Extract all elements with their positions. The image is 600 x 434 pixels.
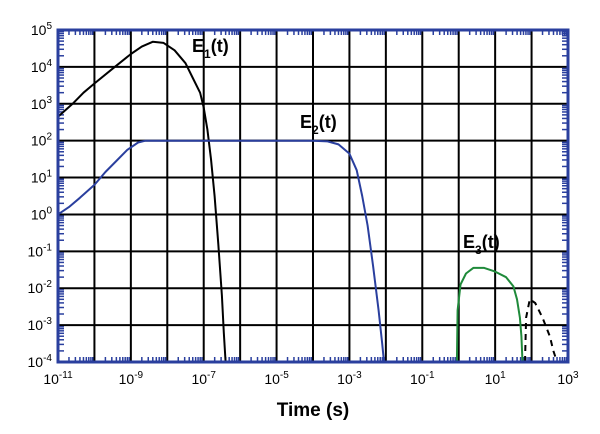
tick-exponent: 4	[46, 58, 52, 69]
tick-base: 10	[28, 280, 44, 296]
y-tick-label: 10-3	[28, 316, 53, 333]
tick-exponent: -9	[134, 370, 143, 381]
label-subscript: 1	[204, 47, 211, 61]
tick-base: 10	[557, 371, 573, 387]
series-line-4	[524, 298, 559, 363]
tick-base: 10	[28, 354, 44, 370]
tick-exponent: -1	[426, 370, 435, 381]
tick-base: 10	[43, 371, 59, 387]
series-line-2	[57, 139, 385, 363]
tick-base: 10	[28, 243, 44, 259]
label-subscript: 3	[475, 243, 482, 257]
label-subscript: 2	[312, 123, 319, 137]
tick-exponent: 2	[46, 132, 52, 143]
tick-base: 10	[31, 206, 47, 222]
tick-base: 10	[31, 96, 47, 112]
x-tick-label: 10-1	[410, 370, 435, 387]
y-tick-label: 103	[31, 95, 53, 112]
tick-exponent: -11	[59, 370, 73, 381]
tick-exponent: -3	[353, 370, 362, 381]
tick-base: 10	[485, 371, 501, 387]
tick-base: 10	[410, 371, 426, 387]
tick-exponent: 0	[46, 205, 52, 216]
tick-exponent: 1	[500, 370, 506, 381]
series-line-3	[455, 266, 524, 363]
tick-base: 10	[31, 133, 47, 149]
x-tick-label: 10-9	[119, 370, 144, 387]
tick-exponent: -5	[280, 370, 289, 381]
x-tick-label: 101	[485, 370, 507, 387]
tick-exponent: 5	[46, 21, 52, 32]
tick-base: 10	[191, 371, 207, 387]
series-annotations: E1(t)E2(t)E3(t)	[192, 36, 500, 257]
x-axis-label: Time (s)	[277, 400, 350, 421]
y-tick-label: 10-2	[28, 279, 53, 296]
tick-exponent: -1	[43, 242, 52, 253]
y-tick-label: 100	[31, 205, 53, 222]
label-tail: (t)	[211, 36, 229, 56]
x-tick-label: 103	[557, 370, 579, 387]
tick-exponent: -3	[43, 316, 52, 327]
y-tick-label: 10-1	[28, 242, 53, 259]
tick-exponent: 3	[573, 370, 579, 381]
y-tick-label: 104	[31, 58, 53, 75]
y-tick-label: 105	[31, 21, 53, 38]
y-tick-label: 102	[31, 132, 53, 149]
tick-exponent: -2	[43, 279, 52, 290]
label-main: E	[300, 112, 312, 132]
tick-exponent: -7	[207, 370, 216, 381]
series-label-3: E3(t)	[463, 232, 500, 257]
series-label-1: E1(t)	[192, 36, 229, 61]
tick-base: 10	[337, 371, 353, 387]
y-tick-label: 101	[31, 169, 53, 186]
label-tail: (t)	[319, 112, 337, 132]
plot-frame	[56, 28, 570, 364]
x-tick-label: 10-7	[191, 370, 216, 387]
label-tail: (t)	[482, 232, 500, 252]
x-tick-labels: 10-11 10-9 10-7 10-5 10-3 10-1 101 103	[43, 370, 579, 387]
x-tick-label: 10-5	[264, 370, 289, 387]
series-label-2: E2(t)	[300, 112, 337, 137]
tick-base: 10	[119, 371, 135, 387]
tick-exponent: 1	[46, 169, 52, 180]
x-tick-label: 10-11	[43, 370, 73, 387]
tick-exponent: 3	[46, 95, 52, 106]
label-main: E	[463, 232, 475, 252]
tick-base: 10	[31, 22, 47, 38]
y-tick-label: 10-4	[28, 353, 53, 370]
grid	[58, 30, 568, 362]
tick-exponent: -4	[43, 353, 52, 364]
tick-base: 10	[264, 371, 280, 387]
series-lines	[57, 40, 559, 363]
series-line-1	[57, 40, 227, 363]
tick-base: 10	[31, 59, 47, 75]
tick-base: 10	[28, 317, 44, 333]
label-main: E	[192, 36, 204, 56]
tick-base: 10	[31, 170, 47, 186]
x-tick-label: 10-3	[337, 370, 362, 387]
